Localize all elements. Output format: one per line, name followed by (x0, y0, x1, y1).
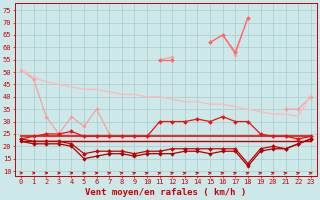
X-axis label: Vent moyen/en rafales ( km/h ): Vent moyen/en rafales ( km/h ) (85, 188, 247, 197)
